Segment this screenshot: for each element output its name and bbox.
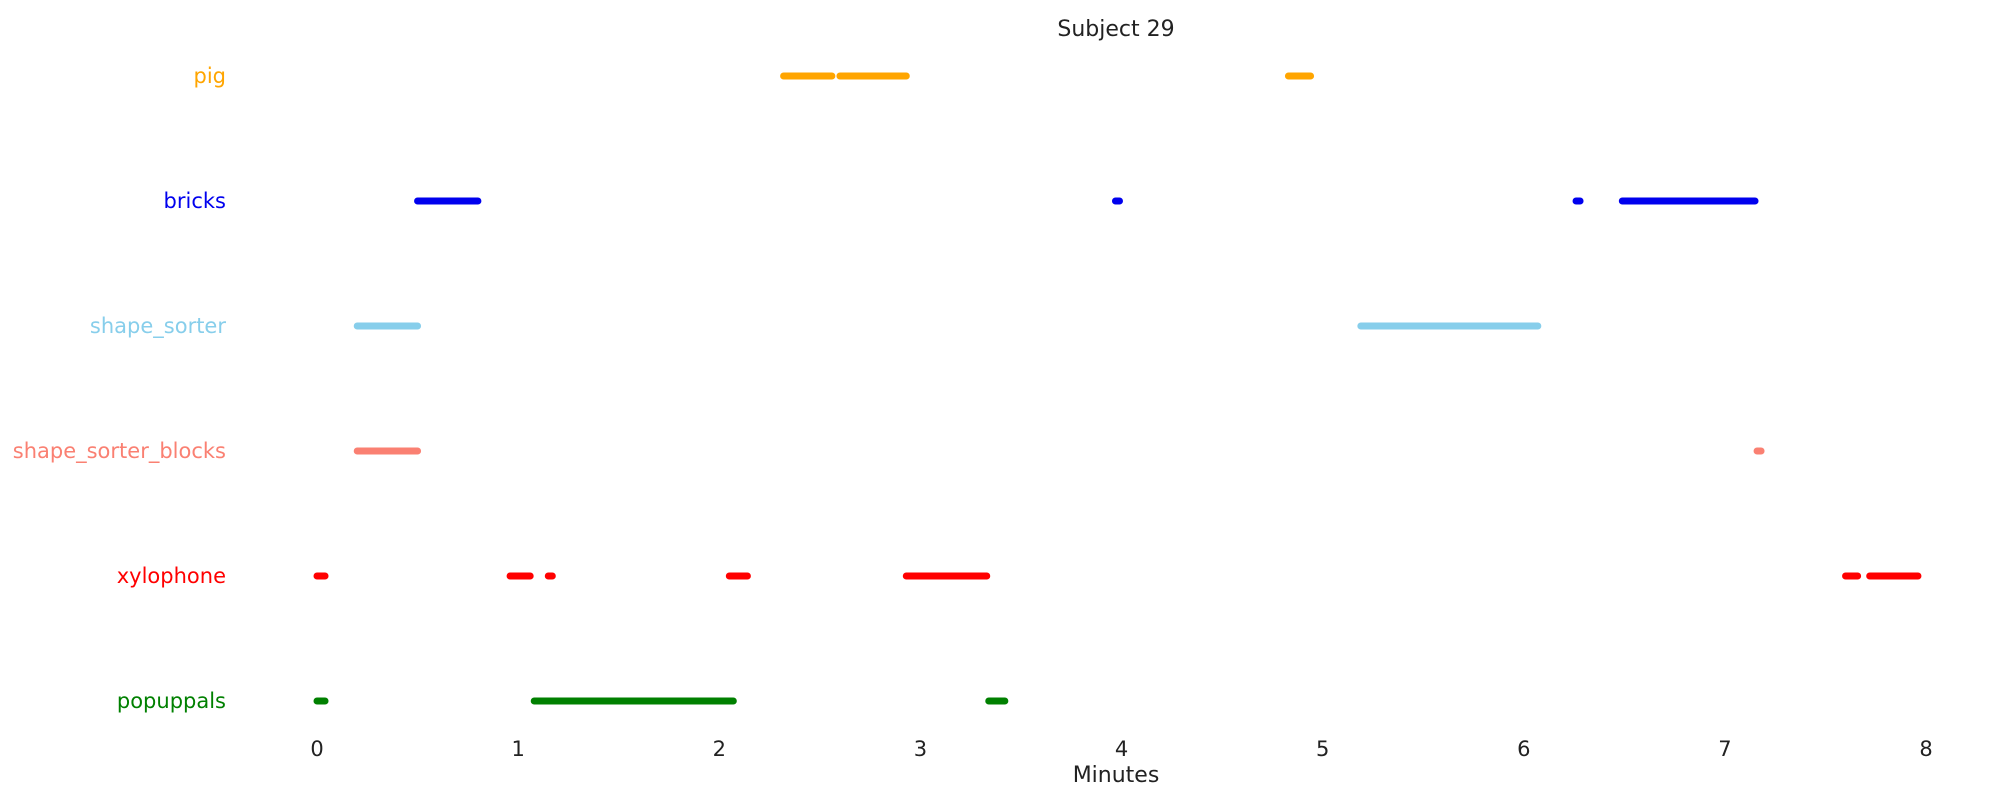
x-tick-label: 6: [1517, 737, 1530, 761]
x-axis-ticks: 0 1 2 3 4 5 6 7 8: [310, 737, 1932, 761]
series-label: shape_sorter_blocks: [13, 439, 226, 464]
series-row-bricks: bricks: [164, 189, 1759, 213]
series-row-shape-sorter-blocks: shape_sorter_blocks: [13, 439, 1765, 464]
series-row-shape-sorter: shape_sorter: [90, 314, 1542, 339]
x-tick-label: 4: [1115, 737, 1128, 761]
x-tick-label: 7: [1718, 737, 1731, 761]
x-axis-label: Minutes: [1073, 763, 1160, 788]
series-label: xylophone: [117, 564, 226, 588]
series-label: pig: [194, 64, 227, 88]
series-row-popuppals: popuppals: [117, 689, 1009, 713]
series-label: popuppals: [117, 689, 226, 713]
x-tick-label: 1: [511, 737, 524, 761]
x-tick-label: 0: [310, 737, 323, 761]
series-row-xylophone: xylophone: [117, 564, 1922, 588]
series-row-pig: pig: [194, 64, 1315, 88]
series-label: shape_sorter: [90, 314, 226, 339]
x-tick-label: 3: [914, 737, 927, 761]
x-tick-label: 8: [1919, 737, 1932, 761]
series-label: bricks: [164, 189, 226, 213]
x-tick-label: 5: [1316, 737, 1329, 761]
category-rows: pig bricks shape_sorter shape_sorter_blocks…: [13, 64, 1922, 713]
chart-title: Subject 29: [1057, 17, 1174, 42]
x-tick-label: 2: [713, 737, 726, 761]
